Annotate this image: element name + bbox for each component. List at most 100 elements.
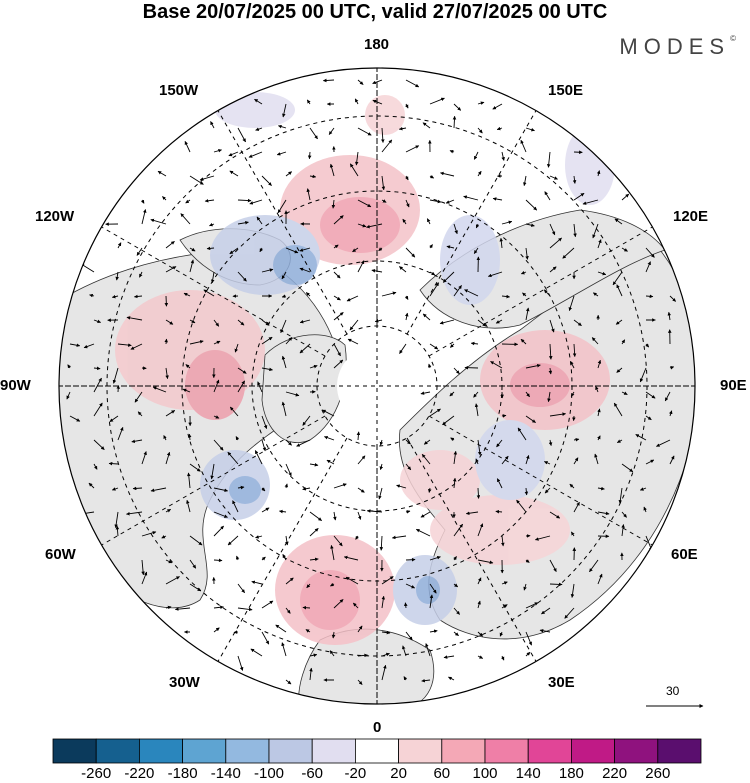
colorbar-segment	[571, 738, 616, 764]
wind-arrow	[237, 198, 252, 203]
wind-arrow	[93, 463, 98, 470]
meridian-line	[217, 437, 348, 662]
wind-arrow	[405, 175, 409, 181]
wind-arrow	[255, 127, 263, 131]
wind-arrow	[185, 199, 191, 204]
wind-arrow	[405, 199, 410, 208]
wind-arrow	[426, 218, 431, 225]
wind-arrow	[379, 463, 384, 471]
wind-arrow	[210, 271, 215, 284]
wind-arrow	[405, 510, 411, 514]
wind-arrow	[333, 271, 341, 279]
wind-arrow	[490, 361, 503, 369]
wind-arrow	[109, 415, 119, 423]
lon-label-150e: 150E	[548, 82, 584, 99]
wind-arrow	[477, 127, 483, 134]
wind-arrow	[282, 554, 287, 561]
wind-arrow	[150, 218, 167, 225]
wind-arrow	[302, 487, 311, 491]
wind-arrow	[280, 319, 287, 334]
wind-arrow	[165, 240, 175, 249]
wind-arrow	[669, 410, 673, 417]
wind-arrow	[548, 367, 553, 375]
map-border	[58, 67, 696, 705]
wind-arrow	[235, 555, 240, 561]
wind-arrow	[213, 627, 220, 633]
wind-arrow	[372, 79, 383, 85]
wind-arrow	[227, 451, 239, 465]
wind-arrow	[475, 223, 480, 229]
wind-arrow	[404, 312, 409, 321]
wind-arrow	[492, 103, 503, 110]
wind-arrow	[227, 535, 239, 546]
wind-arrow	[425, 643, 431, 657]
wind-arrow	[477, 631, 483, 637]
wind-arrow	[237, 655, 244, 671]
wind-arrow	[285, 679, 292, 685]
wind-arrow	[501, 581, 508, 585]
wind-arrow	[422, 122, 431, 129]
wind-arrow	[404, 103, 409, 109]
wind-arrow	[261, 175, 272, 186]
wind-arrow	[442, 415, 455, 426]
wind-arrow	[115, 525, 120, 537]
wind-arrow	[330, 544, 335, 561]
wind-arrow	[333, 295, 341, 301]
wind-arrow	[381, 664, 387, 681]
wind-arrow	[261, 487, 266, 492]
wind-arrow	[285, 337, 293, 345]
wind-arrow	[93, 377, 102, 393]
wind-arrow	[429, 199, 442, 204]
wind-arrow	[309, 653, 318, 658]
wind-arrow	[261, 319, 270, 326]
lon-label-30e: 30E	[548, 674, 575, 691]
wind-arrow	[126, 316, 143, 321]
colorbar	[52, 738, 702, 764]
wind-arrow	[597, 511, 610, 516]
wind-arrow	[235, 436, 240, 441]
wind-arrow	[249, 199, 263, 205]
wind-arrow	[621, 463, 634, 473]
wind-arrow	[331, 199, 336, 209]
colorbar-segment	[52, 738, 97, 764]
anomaly-positive	[365, 95, 405, 135]
wind-arrow	[477, 319, 487, 327]
wind-arrow	[305, 292, 311, 297]
wind-arrow	[381, 127, 385, 143]
vector-scale-label: 30	[666, 684, 680, 698]
wind-arrow	[250, 648, 263, 657]
wind-arrow	[213, 148, 222, 153]
wind-arrow	[379, 439, 384, 446]
wind-arrow	[366, 223, 383, 229]
wind-arrow	[597, 573, 603, 585]
wind-arrow	[522, 292, 527, 297]
wind-arrow	[568, 295, 575, 312]
wind-arrow	[440, 171, 455, 177]
wind-arrow	[499, 631, 504, 637]
wind-arrow	[621, 524, 625, 537]
anomaly-shading	[115, 92, 615, 645]
wind-arrow	[621, 193, 630, 201]
wind-arrow	[347, 338, 359, 345]
wind-arrow	[329, 163, 335, 177]
wind-arrow	[381, 576, 394, 585]
wind-arrow	[333, 359, 344, 369]
wind-arrow	[616, 367, 623, 373]
wind-arrow	[597, 271, 607, 276]
wind-arrow	[423, 439, 431, 445]
wind-arrow	[501, 220, 513, 225]
wind-arrow	[499, 237, 504, 249]
wind-arrow	[453, 607, 460, 615]
wind-arrow	[645, 415, 652, 421]
wind-arrow	[591, 337, 599, 345]
wind-arrow	[333, 343, 341, 357]
wind-arrow	[371, 269, 383, 273]
wind-arrow	[544, 461, 551, 465]
wind-arrow	[261, 415, 268, 429]
wind-arrow	[415, 528, 431, 537]
wind-arrow	[213, 340, 221, 345]
brand-mark: ©	[730, 34, 736, 43]
wind-arrow	[595, 386, 599, 393]
map-title: Base 20/07/2025 00 UTC, valid 27/07/2025…	[142, 1, 608, 23]
wind-arrow	[439, 319, 455, 325]
